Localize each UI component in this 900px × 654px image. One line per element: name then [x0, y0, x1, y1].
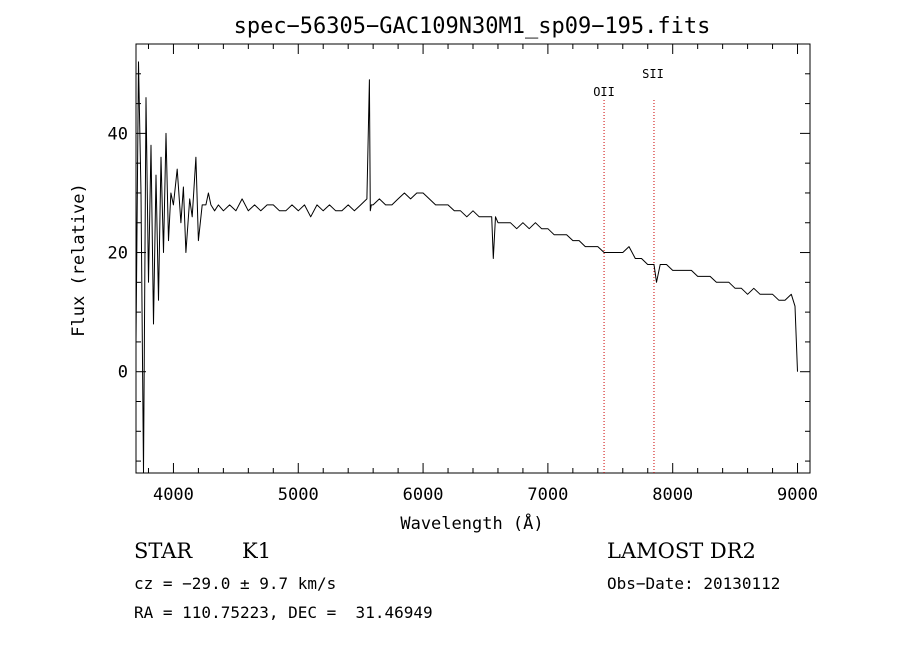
observation-date: Obs−Date: 20130112 [607, 574, 781, 593]
redshift-readout: cz = −29.0 ± 9.7 km/s [134, 574, 337, 593]
spectrum-line [135, 61, 798, 474]
object-class: STAR [134, 539, 193, 563]
y-axis-label: Flux (relative) [69, 183, 89, 337]
chart-title: spec−56305−GAC109N30M1_sp09−195.fits [234, 14, 711, 39]
y-tick-label: 20 [108, 244, 128, 264]
survey-name: LAMOST DR2 [607, 539, 756, 563]
y-tick-label: 40 [108, 124, 128, 144]
spectral-line-label: OII [593, 85, 615, 99]
spectral-line-label: SII [642, 67, 664, 81]
x-tick-label: 9000 [777, 485, 818, 505]
coordinates-readout: RA = 110.75223, DEC = 31.46949 [134, 603, 433, 622]
object-subclass: K1 [242, 539, 272, 563]
plot-frame [135, 43, 811, 474]
x-axis-label: Wavelength (Å) [400, 512, 543, 534]
x-tick-label: 5000 [278, 485, 319, 505]
x-tick-label: 4000 [153, 485, 194, 505]
x-tick-label: 6000 [403, 485, 444, 505]
x-tick-label: 8000 [652, 485, 693, 505]
x-tick-label: 7000 [527, 485, 568, 505]
y-tick-label: 0 [118, 363, 128, 383]
